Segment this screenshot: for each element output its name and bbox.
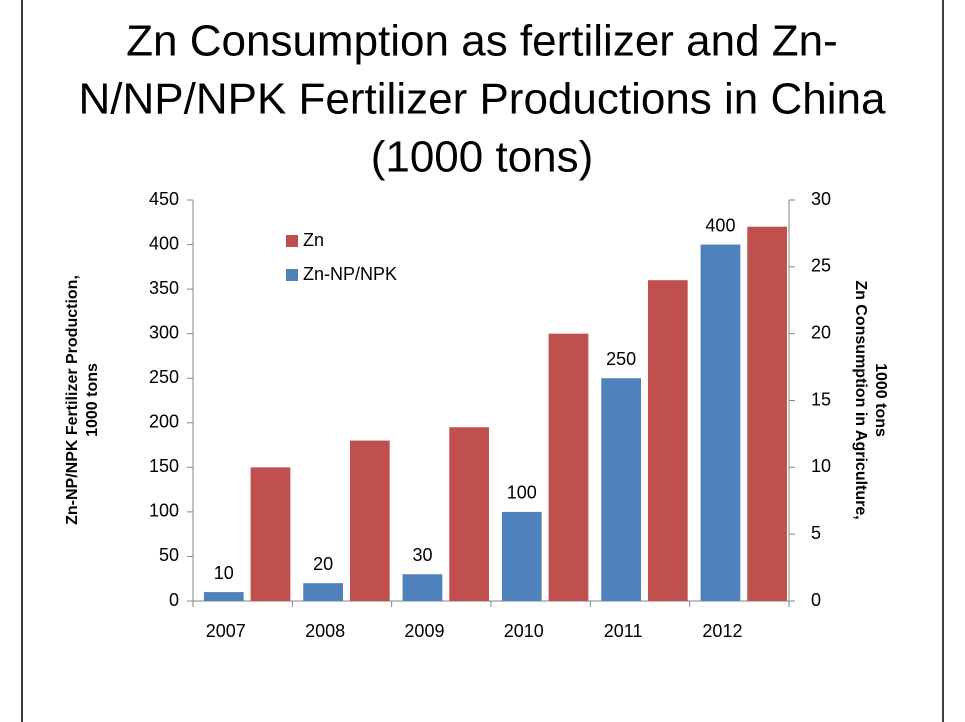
y2-axis-label: 1000 tons (872, 363, 889, 437)
y-tick-label: 400 (149, 233, 179, 253)
y-tick-label: 350 (149, 278, 179, 298)
legend-label: Zn (303, 230, 324, 250)
y2-tick-label: 25 (811, 256, 831, 276)
chart-title: (1000 tons) (371, 133, 594, 182)
y-tick-label: 200 (149, 412, 179, 432)
y2-tick-label: 30 (811, 189, 831, 209)
x-tick-label: 2011 (604, 621, 643, 641)
bar (203, 592, 244, 601)
y2-tick-label: 5 (811, 523, 821, 543)
bar (601, 378, 641, 601)
data-label: 400 (705, 215, 735, 235)
y2-tick-label: 10 (811, 456, 831, 476)
chart-title: Zn Consumption as fertilizer and Zn- (126, 17, 838, 66)
bar (402, 574, 443, 601)
bar (250, 467, 291, 601)
data-label: 10 (214, 563, 234, 583)
y-tick-label: 0 (169, 590, 179, 610)
legend-label: Zn-NP/NPK (303, 264, 397, 284)
y-axis-label: 1000 tons (84, 363, 101, 437)
x-tick-label: 2009 (404, 621, 444, 641)
y2-tick-label: 15 (811, 389, 831, 409)
y-axis-label: Zn-NP/NPK Fertilizer Production, (64, 275, 81, 525)
legend-swatch (286, 235, 298, 247)
bar (303, 583, 343, 601)
bar (647, 280, 688, 601)
y-tick-label: 100 (149, 501, 179, 521)
data-label: 250 (606, 349, 636, 369)
bar (747, 226, 788, 601)
data-label: 100 (507, 483, 537, 503)
y2-tick-label: 0 (811, 590, 821, 610)
chart-title: N/NP/NPK Fertilizer Productions in China (79, 75, 886, 124)
bar (349, 440, 390, 601)
x-tick-label: 2007 (206, 621, 246, 641)
y-tick-label: 50 (159, 545, 179, 565)
bar (501, 511, 542, 601)
y2-tick-label: 20 (811, 322, 831, 342)
y-tick-label: 300 (149, 322, 179, 342)
y-tick-label: 450 (149, 189, 179, 209)
bar (700, 244, 741, 602)
x-tick-label: 2012 (702, 621, 742, 641)
x-tick-label: 2010 (504, 621, 544, 641)
y-tick-label: 150 (149, 456, 179, 476)
x-tick-label: 2008 (305, 621, 345, 641)
bar (548, 333, 589, 601)
data-label: 20 (313, 554, 333, 574)
y2-axis-label: Zn Consumption in Agriculture, (852, 280, 869, 519)
y-tick-label: 250 (149, 367, 179, 387)
legend-swatch (286, 269, 298, 281)
data-label: 30 (412, 545, 432, 565)
bar (449, 427, 490, 601)
